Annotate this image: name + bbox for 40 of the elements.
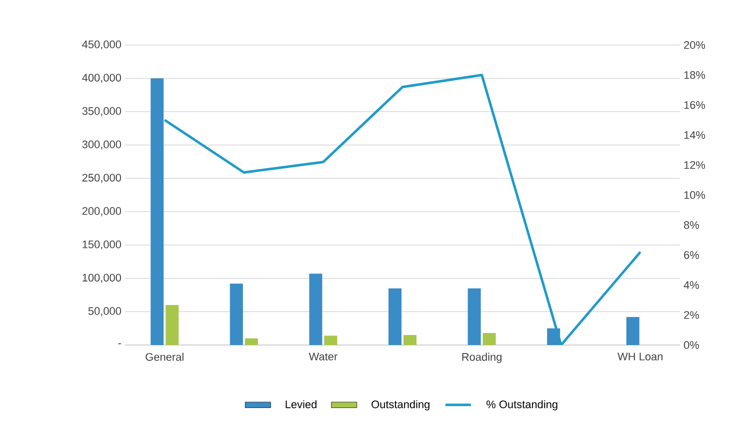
y-tick-label: 100,000 (82, 274, 122, 283)
bar (482, 333, 496, 345)
line-series (163, 74, 642, 345)
x-tick-label: General (146, 352, 184, 361)
bar (230, 284, 243, 345)
y-tick-label: 400,000 (82, 74, 122, 83)
y2-tick-label: 16% (684, 101, 706, 109)
legend-label: Levied (286, 400, 316, 408)
bar (404, 335, 416, 345)
y-tick-label: 150,000 (82, 240, 122, 250)
y2-tick-label: 0% (684, 341, 699, 349)
x-tick-label: Water (308, 352, 338, 360)
y2-tick-label: 20% (684, 41, 706, 49)
legend-label: % Outstanding (486, 400, 558, 410)
x-tick-label: WH Loan (618, 352, 662, 360)
y2-tick-label: 18% (684, 71, 706, 79)
y2-tick-label: 2% (684, 311, 699, 319)
bar (468, 288, 481, 345)
y-tick-label: 300,000 (82, 140, 122, 150)
bar (324, 336, 338, 345)
bar (309, 274, 322, 345)
y-tick-label: 50,000 (88, 307, 122, 316)
y2-tick-label: 10% (684, 191, 706, 199)
bar (626, 317, 640, 345)
bar (244, 338, 258, 345)
y2-tick-label: 14% (684, 131, 706, 139)
y-tick-label: 350,000 (82, 107, 122, 116)
y-tick-label: 450,000 (82, 40, 122, 50)
y-tick-label: 200,000 (82, 207, 122, 216)
y2-tick-label: 8% (684, 221, 699, 229)
legend-label: Outstanding (372, 400, 430, 410)
y2-tick-label: 6% (684, 251, 699, 259)
bar (388, 288, 402, 345)
bar (150, 78, 164, 345)
y-tick-label: - (118, 343, 121, 344)
bar (166, 305, 179, 345)
x-tick-label: Roading (462, 352, 502, 363)
y-tick-label: 250,000 (82, 174, 122, 183)
y2-tick-label: 12% (684, 161, 706, 169)
y2-tick-label: 4% (684, 281, 699, 289)
